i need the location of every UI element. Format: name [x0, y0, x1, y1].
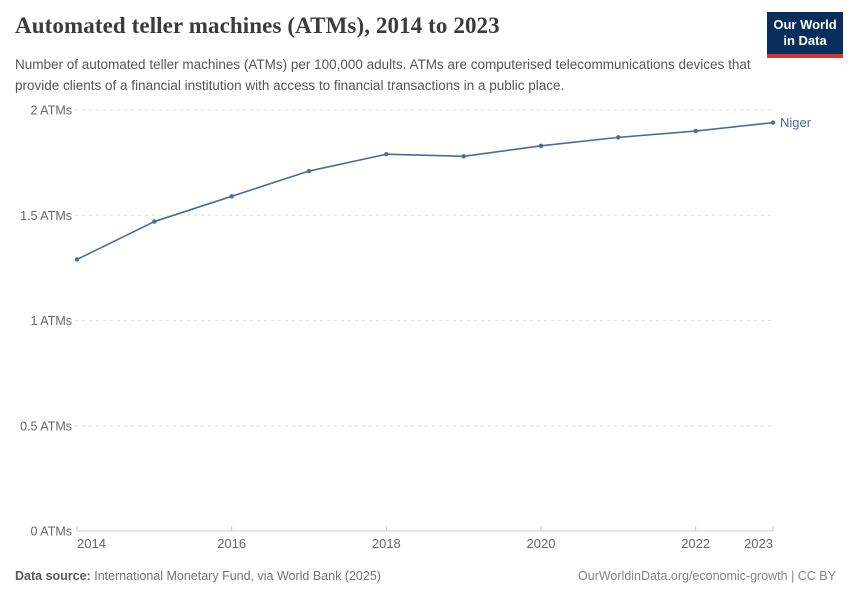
credit-link[interactable]: OurWorldinData.org/economic-growth | CC …	[578, 569, 836, 583]
y-tick-label: 0.5 ATMs	[20, 419, 72, 433]
x-tick-label: 2018	[372, 536, 401, 551]
y-tick-label: 0 ATMs	[31, 525, 72, 539]
y-tick-label: 1.5 ATMs	[20, 209, 72, 223]
series-label-niger[interactable]: Niger	[780, 115, 812, 130]
owid-logo: Our World in Data	[767, 12, 843, 58]
line-chart: 0 ATMs 0.5 ATMs 1 ATMs 1.5 ATMs 2 ATMs 2014 20…	[20, 104, 812, 552]
data-source-value: International Monetary Fund, via World B…	[94, 569, 381, 583]
data-point-2018[interactable]	[384, 152, 389, 157]
y-tick-label: 1 ATMs	[31, 314, 72, 328]
data-point-2022[interactable]	[693, 128, 698, 134]
x-tick-label: 2023	[744, 536, 773, 551]
owid-logo-line1: Our World	[773, 17, 837, 32]
chart-subtitle: Number of automated teller machines (ATM…	[15, 57, 751, 93]
data-source-label: Data source:	[15, 569, 91, 583]
x-tick-label: 2016	[217, 536, 246, 551]
data-source: Data source: International Monetary Fund…	[15, 569, 381, 583]
series-line-niger[interactable]	[76, 121, 774, 261]
data-point-2015[interactable]	[152, 219, 157, 224]
data-point-2020[interactable]	[538, 143, 544, 148]
chart-title: Automated teller machines (ATMs), 2014 t…	[15, 13, 500, 38]
x-tick-label: 2014	[77, 536, 106, 551]
chart-footer: Data source: International Monetary Fund…	[15, 569, 836, 583]
data-point-2017[interactable]	[306, 168, 312, 174]
data-point-2019[interactable]	[461, 154, 466, 159]
y-tick-label: 2 ATMs	[31, 104, 72, 118]
data-point-2021[interactable]	[616, 135, 621, 140]
data-point-2016[interactable]	[229, 194, 234, 199]
x-tick-label: 2022	[681, 536, 710, 551]
owid-logo-line2: in Data	[783, 33, 827, 49]
x-tick-label: 2020	[527, 536, 556, 551]
data-point-2023[interactable]	[770, 120, 776, 125]
data-point-2014[interactable]	[74, 257, 80, 262]
